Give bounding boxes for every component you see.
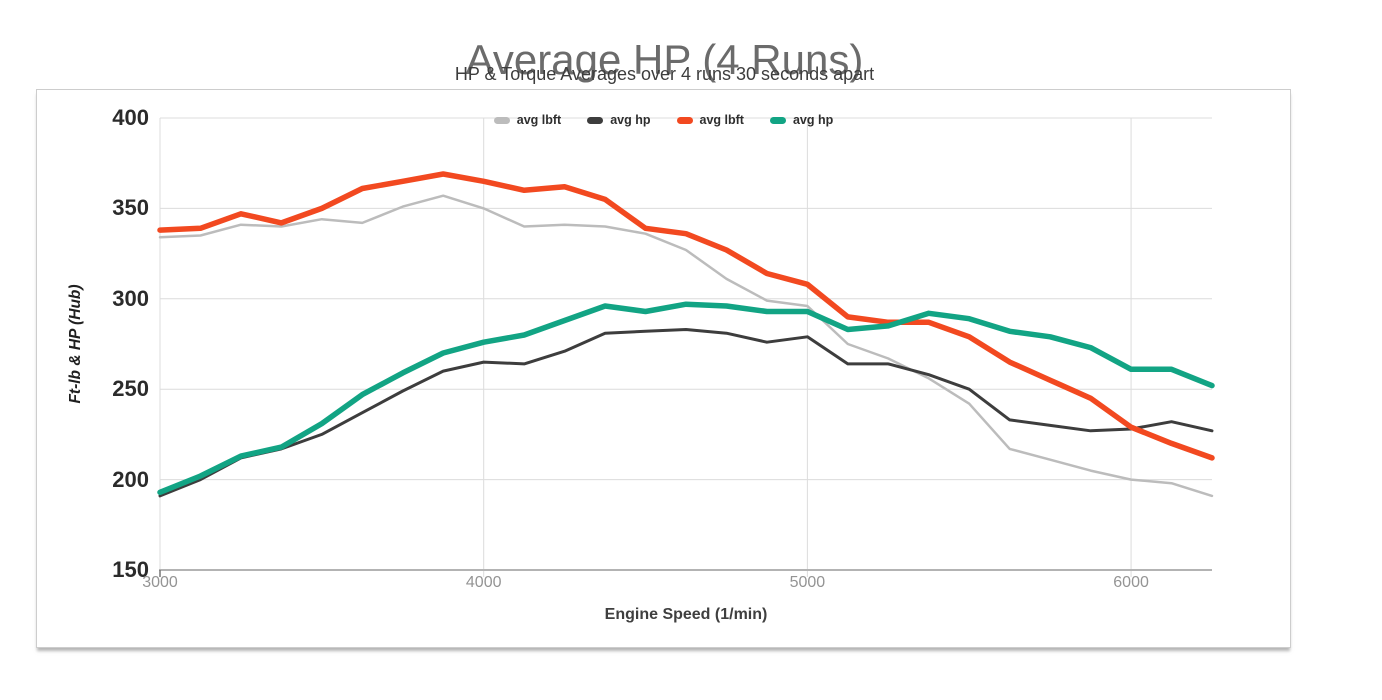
x-tick-label-6000: 6000	[1113, 574, 1149, 591]
chart-canvas	[157, 117, 1215, 577]
legend-label: avg hp	[792, 113, 834, 127]
y-tick-label-250: 250	[112, 376, 149, 402]
chart-title: Average HP (4 Runs)	[465, 36, 864, 84]
legend-label: avg lbft	[516, 113, 562, 127]
series-line-1-avg-hp	[158, 328, 1214, 498]
y-tick-label-350: 350	[112, 195, 149, 221]
x-tick-label-5000: 5000	[789, 574, 826, 591]
y-axis-tick-labels: 150 200 250 300 350 400	[37, 90, 149, 647]
legend-label: avg lbft	[699, 113, 744, 127]
y-axis-title: Ft-lb & HP (Hub)	[67, 284, 84, 404]
legend-swatch-icon	[769, 116, 786, 124]
legend-label: avg hp	[610, 113, 651, 127]
legend-swatch-icon	[587, 116, 604, 124]
chart-canvas-wrap: avg lbft avg hp avg lbft avg hp 150 200 250 30…	[37, 90, 1290, 647]
legend-item-0: avg lbft	[493, 113, 562, 127]
legend-item-3: avg hp	[769, 113, 834, 127]
chart-subtitle: HP & Torque Averages over 4 runs 30 seco…	[454, 64, 875, 84]
x-axis-title: Engine Speed (1/min)	[604, 606, 768, 623]
legend-swatch-icon	[493, 116, 510, 124]
series-line-3-avg-hp	[157, 301, 1215, 496]
legend-swatch-icon	[676, 116, 693, 124]
chart-legend: avg lbft avg hp avg lbft avg hp	[37, 113, 1290, 127]
chart-card: avg lbft avg hp avg lbft avg hp 150 200 250 30…	[36, 89, 1291, 648]
x-tick-label-4000: 4000	[465, 574, 502, 591]
legend-item-2: avg lbft	[676, 113, 744, 127]
series-line-0-avg-lbft	[158, 194, 1214, 498]
legend-item-1: avg hp	[587, 113, 651, 127]
y-tick-label-150: 150	[112, 557, 149, 582]
y-tick-label-400: 400	[112, 105, 149, 130]
y-tick-label-300: 300	[112, 285, 149, 311]
y-tick-label-200: 200	[112, 466, 149, 492]
x-tick-label-3000: 3000	[142, 574, 178, 591]
series-line-2-avg-lbft	[157, 171, 1215, 461]
